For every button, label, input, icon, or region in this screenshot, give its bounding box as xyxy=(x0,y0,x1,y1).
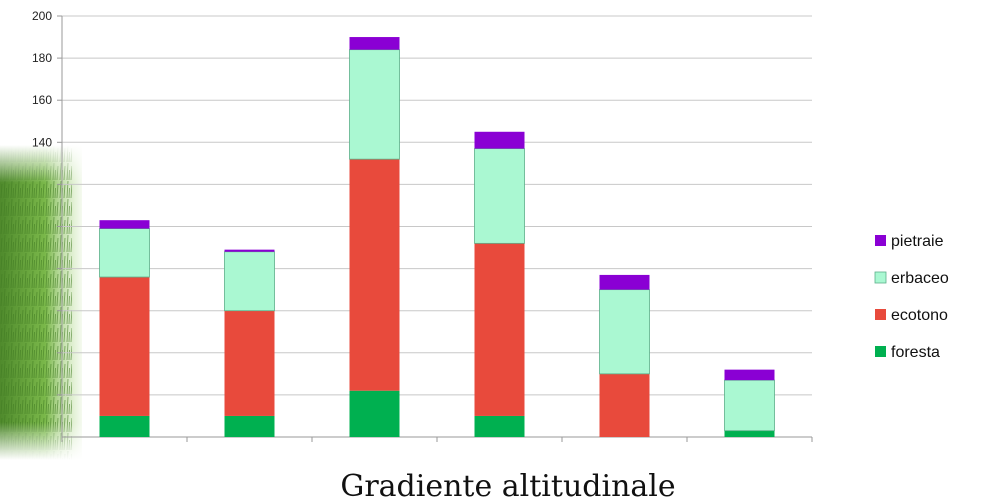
bar-segment-foresta xyxy=(474,415,525,437)
y-tick-label: 140 xyxy=(32,135,52,149)
grass-photo xyxy=(0,145,82,460)
legend-label-ecotono: ecotono xyxy=(891,307,948,324)
bar-segment-erbaceo xyxy=(99,228,150,278)
legend-label-erbaceo: erbaceo xyxy=(891,270,949,287)
bar-segment-foresta xyxy=(724,430,775,437)
gridlines xyxy=(62,15,812,396)
bar-segment-erbaceo xyxy=(474,148,525,244)
legend-label-pietraie: pietraie xyxy=(891,233,944,250)
bar-segment-erbaceo xyxy=(599,289,650,375)
bar-segment-ecotono xyxy=(224,310,275,416)
legend: pietraie erbaceo ecotono foresta xyxy=(874,233,949,361)
bar-segment-foresta xyxy=(224,415,275,437)
bar-segment-foresta xyxy=(349,390,400,437)
bar-segment-pietraie xyxy=(224,249,275,252)
bar-segment-pietraie xyxy=(599,274,650,290)
bar-segment-ecotono xyxy=(599,373,650,437)
bar-segment-pietraie xyxy=(99,220,150,229)
y-tick-label: 160 xyxy=(32,93,52,107)
bar-segment-pietraie xyxy=(474,131,525,149)
y-tick-label: 180 xyxy=(32,51,52,65)
y-tick-label: 200 xyxy=(32,9,52,23)
bar-segment-foresta xyxy=(99,415,150,437)
legend-label-foresta: foresta xyxy=(891,344,940,361)
bar-segment-erbaceo xyxy=(349,49,400,160)
legend-swatch-ecotono xyxy=(875,309,886,320)
bar-segment-ecotono xyxy=(349,159,400,391)
bar-segment-ecotono xyxy=(474,243,525,416)
bar-segment-erbaceo xyxy=(724,379,775,432)
bar-segment-ecotono xyxy=(99,277,150,416)
bar-segment-erbaceo xyxy=(224,251,275,312)
bar-segment-pietraie xyxy=(349,37,400,50)
legend-swatch-foresta xyxy=(875,346,886,357)
legend-swatch-erbaceo xyxy=(874,271,887,284)
bars xyxy=(99,37,775,437)
bar-segment-pietraie xyxy=(724,369,775,381)
x-axis-title: Gradiente altitudinale xyxy=(340,469,675,504)
legend-swatch-pietraie xyxy=(875,235,886,246)
axes: 200 180 160 140 xyxy=(32,9,813,442)
